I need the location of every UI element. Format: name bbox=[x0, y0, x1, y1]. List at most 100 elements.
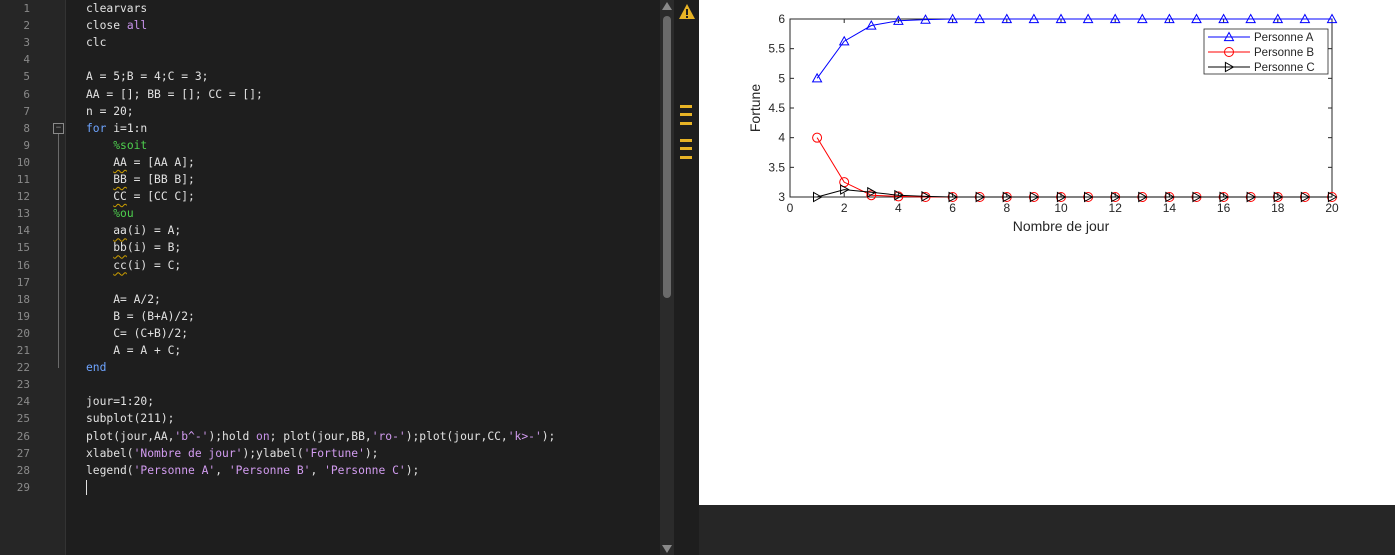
code-token bbox=[86, 241, 113, 254]
code-token: legend( bbox=[86, 463, 134, 477]
data-point bbox=[893, 191, 904, 202]
fold-range-line bbox=[58, 134, 59, 368]
code-line[interactable]: BB = [BB B]; bbox=[86, 171, 195, 188]
code-area[interactable] bbox=[66, 0, 660, 555]
code-string: 'Fortune' bbox=[303, 446, 365, 460]
line-number: 19 bbox=[16, 309, 30, 323]
x-axis-label: Nombre de jour bbox=[1013, 218, 1110, 234]
warning-marker[interactable] bbox=[680, 122, 692, 125]
code-token: (i) = C; bbox=[126, 258, 182, 272]
warning-icon[interactable] bbox=[678, 3, 696, 21]
code-line[interactable]: %ou bbox=[86, 205, 133, 222]
line-number: 10 bbox=[16, 155, 30, 169]
code-line[interactable]: clc bbox=[86, 34, 106, 51]
warning-marker[interactable] bbox=[680, 147, 692, 150]
code-line[interactable]: clearvars bbox=[86, 0, 147, 17]
code-token: = [BB B]; bbox=[126, 173, 195, 186]
code-editor[interactable]: 1 clearvars 2 close all 3 clc 4 5 A = 5;B = 4;C … bbox=[0, 0, 660, 555]
x-tick-label: 4 bbox=[895, 201, 902, 215]
data-point bbox=[1109, 13, 1121, 24]
warning-marker[interactable] bbox=[680, 113, 692, 116]
code-token: subplot(211); bbox=[86, 412, 175, 426]
code-line[interactable]: B = (B+A)/2; bbox=[86, 308, 195, 325]
line-number: 11 bbox=[16, 173, 30, 186]
code-token: ); bbox=[541, 429, 556, 443]
line-number: 4 bbox=[23, 53, 30, 67]
legend-label: Personne B bbox=[1254, 47, 1314, 59]
code-line[interactable]: for i=1:n bbox=[86, 120, 147, 137]
data-point bbox=[1001, 13, 1013, 24]
line-number: 2 bbox=[23, 19, 30, 33]
code-string: 'Nombre de jour' bbox=[133, 446, 243, 460]
data-point bbox=[1326, 13, 1338, 24]
code-line[interactable]: C= (C+B)/2; bbox=[86, 325, 188, 342]
code-token: (i) = A; bbox=[126, 224, 182, 238]
legend: Personne A Personne B Personne C bbox=[1203, 28, 1329, 75]
code-line[interactable]: A= A/2; bbox=[86, 291, 161, 308]
data-point bbox=[1299, 13, 1311, 24]
code-line[interactable]: bb(i) = B; bbox=[86, 239, 181, 256]
y-tick-label: 6 bbox=[778, 12, 785, 26]
warning-marker[interactable] bbox=[680, 139, 692, 142]
code-line[interactable]: legend('Personne A', 'Personne B', 'Pers… bbox=[86, 462, 419, 479]
code-line[interactable]: A = 5;B = 4;C = 3; bbox=[86, 68, 208, 85]
code-token: bb bbox=[113, 241, 127, 255]
y-tick-label: 4.5 bbox=[768, 101, 785, 115]
code-line[interactable]: cc(i) = C; bbox=[86, 257, 181, 274]
code-line[interactable]: aa(i) = A; bbox=[86, 222, 181, 239]
code-line[interactable]: A = A + C; bbox=[86, 342, 181, 359]
code-line[interactable]: plot(jour,AA,'b^-');hold on; plot(jour,B… bbox=[86, 428, 555, 445]
data-point bbox=[838, 35, 850, 46]
data-point bbox=[1327, 191, 1338, 203]
data-point bbox=[1246, 191, 1257, 203]
code-line[interactable]: end bbox=[86, 359, 106, 376]
line-number: 25 bbox=[16, 412, 30, 426]
code-line[interactable]: subplot(211); bbox=[86, 410, 174, 427]
code-line[interactable]: AA = [AA A]; bbox=[86, 154, 195, 171]
code-token bbox=[86, 139, 113, 152]
scroll-up-arrow-icon[interactable] bbox=[662, 2, 672, 10]
line-number: 21 bbox=[16, 344, 30, 357]
data-point bbox=[812, 132, 823, 143]
code-line[interactable]: %soit bbox=[86, 137, 147, 154]
code-token: cc bbox=[113, 258, 127, 272]
line-number: 23 bbox=[16, 378, 30, 392]
data-point bbox=[920, 14, 931, 24]
code-line[interactable]: close all bbox=[86, 17, 147, 34]
code-token: = [CC C]; bbox=[126, 190, 195, 204]
data-point bbox=[1056, 191, 1067, 203]
warning-marker[interactable] bbox=[680, 156, 692, 159]
code-line[interactable]: CC = [CC C]; bbox=[86, 188, 195, 205]
data-point bbox=[1219, 191, 1230, 203]
code-token bbox=[86, 259, 113, 272]
data-point bbox=[1029, 191, 1040, 203]
x-tick-label: 12 bbox=[1109, 201, 1123, 215]
line-number: 5 bbox=[23, 70, 30, 84]
fold-toggle[interactable]: − bbox=[53, 123, 64, 134]
data-point bbox=[866, 190, 877, 201]
code-token: A = 5;B = 4;C = 3; bbox=[86, 70, 209, 84]
line-number: 20 bbox=[16, 326, 30, 340]
code-token: , bbox=[215, 463, 229, 477]
data-point bbox=[1191, 13, 1202, 24]
line-number: 15 bbox=[16, 241, 30, 255]
data-point bbox=[1028, 13, 1040, 24]
code-token: B = (B+A)/2; bbox=[86, 309, 195, 323]
code-line[interactable]: n = 20; bbox=[86, 103, 134, 120]
code-string: 'b^-' bbox=[174, 429, 209, 443]
series-personne-c bbox=[813, 184, 1338, 203]
data-point bbox=[894, 189, 904, 201]
x-tick-label: 2 bbox=[841, 201, 848, 215]
code-token: BB bbox=[113, 173, 127, 186]
editor-scrollbar-thumb[interactable] bbox=[663, 16, 671, 298]
data-point bbox=[865, 19, 877, 30]
data-point bbox=[1002, 191, 1013, 203]
code-line[interactable]: xlabel('Nombre de jour');ylabel('Fortune… bbox=[86, 445, 378, 462]
warning-marker[interactable] bbox=[680, 105, 692, 108]
line-number: 3 bbox=[23, 36, 30, 50]
scroll-down-arrow-icon[interactable] bbox=[662, 545, 672, 553]
line-number: 8 bbox=[23, 121, 30, 135]
code-line[interactable]: jour=1:20; bbox=[86, 393, 154, 410]
code-line[interactable]: AA = []; BB = []; CC = []; bbox=[86, 86, 263, 103]
line-number: 18 bbox=[16, 292, 30, 306]
